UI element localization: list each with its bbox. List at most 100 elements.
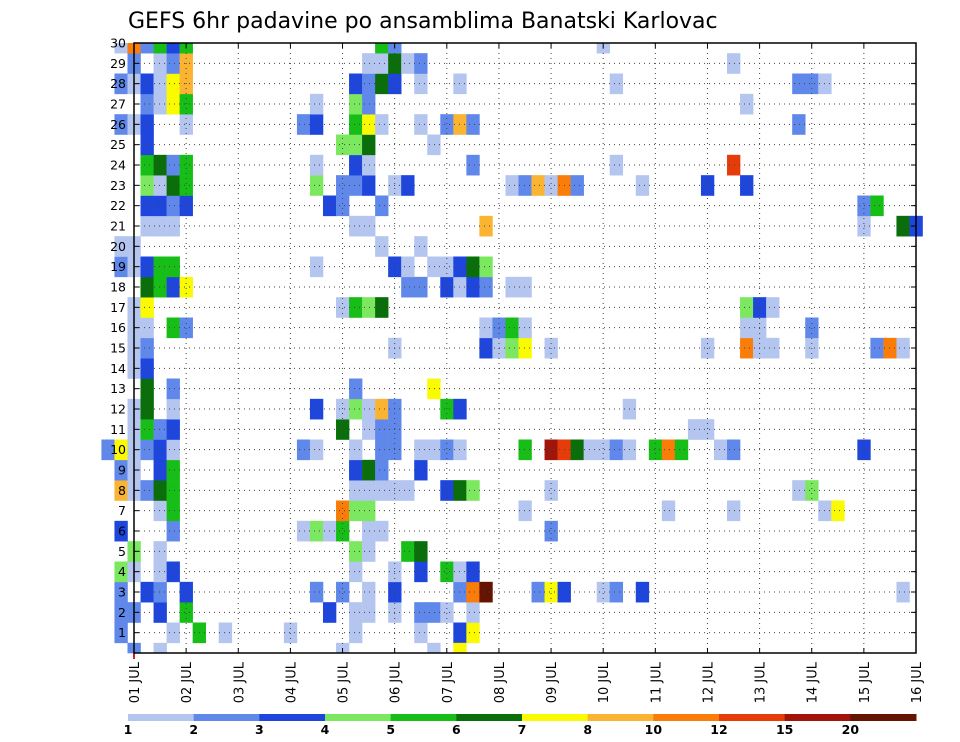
ensemble-cell [362,581,376,603]
ensemble-cell [727,154,741,176]
ensemble-cell [153,154,167,176]
ensemble-cell [114,73,128,95]
legend-swatch [522,714,589,721]
ensemble-cell [505,175,519,196]
ensemble-cell [166,93,180,115]
legend-label: 7 [518,722,527,737]
ensemble-cell [179,195,193,217]
ensemble-cell [140,581,154,603]
y-tick-label: 30 [110,36,126,51]
ensemble-cell [792,480,806,501]
x-axis-tick-labels: 01 JUL 02 JUL 03 JUL 04 JUL 05 JUL 06 JUL 07 J… [128,661,925,703]
ensemble-cell [414,602,428,623]
ensemble-cell [740,297,754,318]
y-tick-label: 11 [110,422,126,437]
ensemble-cell [166,215,180,237]
y-tick-label: 3 [118,585,126,600]
x-tick-label: 06 JUL [389,661,404,703]
ensemble-cell [674,439,689,461]
ensemble-cell [114,459,128,481]
ensemble-cell [466,480,480,501]
ensemble-cell [375,398,389,420]
ensemble-cell [362,215,376,237]
ensemble-cell [479,215,493,237]
ensemble-cell [401,53,415,74]
y-tick-label: 13 [110,381,126,396]
legend-label: 15 [776,722,793,737]
ensemble-cell [153,43,167,54]
ensemble-cell [453,642,467,654]
ensemble-cell [401,256,415,278]
ensemble-cell [505,276,519,298]
ensemble-cell [140,93,154,115]
ensemble-cell [362,541,376,562]
ensemble-cell [401,276,415,298]
ensemble-cell [336,134,350,156]
ensemble-cell [740,337,754,359]
ensemble-cell [362,459,376,481]
ensemble-cell [166,378,180,400]
ensemble-cell [375,297,389,318]
ensemble-cell [362,500,376,522]
ensemble-cell [140,134,154,156]
ensemble-cell [531,175,545,196]
ensemble-cell [375,43,389,54]
ensemble-cell [114,561,128,583]
ensemble-cell [440,561,454,583]
ensemble-cell [114,256,128,278]
x-tick-label: 11 JUL [649,661,664,703]
ensemble-cell [336,175,350,196]
ensemble-cell [336,398,350,420]
ensemble-cell [349,154,363,176]
ensemble-cell [101,439,115,461]
ensemble-cell [166,622,180,644]
ensemble-cell [375,114,389,135]
ensemble-cell [166,53,180,74]
ensemble-cell [896,215,910,237]
legend-swatch [784,714,851,721]
ensemble-cell [114,236,128,257]
ensemble-cell [140,358,154,379]
plot-frame [133,42,917,654]
x-tick-label: 02 JUL [180,661,195,703]
ensemble-cell [140,215,154,237]
x-tick-label: 16 JUL [910,661,925,703]
ensemble-cell [349,93,363,115]
ensemble-cell [309,439,324,461]
ensemble-cell [479,256,493,278]
chart-title: GEFS 6hr padavine po ansamblima Banatski… [128,9,718,34]
ensemble-cell [166,398,180,420]
ensemble-cell [440,256,454,278]
legend-label: 1 [124,722,133,737]
ensemble-cell [375,236,389,257]
ensemble-cell [479,337,493,359]
ensemble-cell [414,561,428,583]
ensemble-cell [479,276,493,298]
y-tick-label: 6 [118,524,126,539]
y-tick-label: 21 [110,219,126,234]
ensemble-cell [140,276,154,298]
ensemble-cell [166,175,180,196]
legend-label: 8 [583,722,592,737]
ensemble-cell [896,337,910,359]
ensemble-cell [609,581,624,603]
ensemble-cell [349,541,363,562]
ensemble-cell [140,73,154,95]
ensemble-cell [466,154,480,176]
ensemble-cell [805,480,819,501]
ensemble-cell [153,276,167,298]
ensemble-cell [153,195,167,217]
legend-label: 20 [842,722,860,737]
ensemble-cell [805,317,819,339]
ensemble-cell [466,602,480,623]
legend-swatch [587,714,654,721]
ensemble-cell [792,114,806,135]
ensemble-cell [179,317,193,339]
ensemble-cell [114,520,128,542]
ensemble-cell [427,378,441,400]
ensemble-cell [466,622,480,644]
ensemble-cell [544,175,558,196]
ensemble-cell [166,43,180,54]
ensemble-cell [140,439,154,461]
ensemble-cell [166,73,180,95]
